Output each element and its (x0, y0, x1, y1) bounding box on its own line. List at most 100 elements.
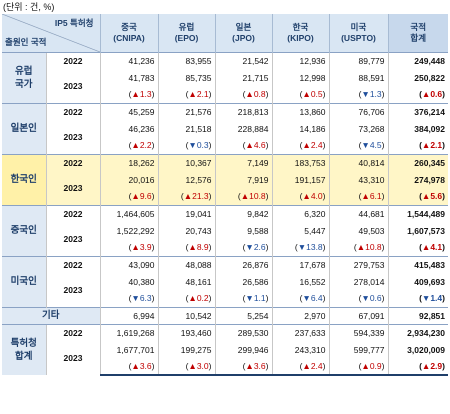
change-arrow-icon: ▼ (361, 293, 370, 304)
change-arrow-icon: ▲ (421, 89, 431, 100)
change-arrow-icon: ▲ (188, 89, 197, 100)
change-value: 0.3 (196, 140, 209, 151)
table-row: 기타 6,994 10,542 5,254 2,970 67,091 92,851 (2, 306, 448, 324)
value-cell: 199,275 (157, 341, 215, 358)
change-cell: (▲3.0) (157, 358, 215, 376)
change-arrow-icon: ▲ (302, 191, 311, 202)
change-cell: (▼1.4) (387, 290, 448, 307)
value-cell: 26,586 (214, 273, 272, 290)
value-cell: 14,186 (271, 120, 329, 137)
change-arrow-icon: ▲ (188, 242, 197, 253)
value-cell: 218,813 (214, 102, 272, 120)
value-cell: 21,518 (157, 120, 215, 137)
year-label: 2022 (45, 255, 100, 273)
corner-bottom-label: 출원인 국적 (5, 36, 47, 47)
value-cell: 13,860 (271, 102, 329, 120)
col-header-kipo: 한국 (KIPO) (271, 14, 329, 52)
value-cell: 594,339 (328, 323, 388, 341)
change-arrow-icon: ▲ (131, 242, 140, 253)
value-cell: 384,092 (387, 120, 448, 137)
change-arrow-icon: ▲ (421, 140, 431, 151)
change-arrow-icon: ▲ (302, 140, 311, 151)
table-row: 2023 41,783 85,735 21,715 12,998 88,591 250,82… (2, 69, 448, 103)
change-value: 5.6 (430, 191, 443, 202)
change-arrow-icon: ▲ (131, 140, 140, 151)
change-cell: (▼6.3) (99, 290, 158, 307)
table-row: (▲9.6) (▲21.3) (▲10.8) (▲4.0) (▲6.1) (▲5.6) (2, 188, 448, 205)
row-group-label: 유럽 국가 (2, 51, 46, 103)
change-value: 0.6 (430, 89, 443, 100)
change-value: 0.6 (369, 293, 382, 304)
value-cell: 1,522,292 (99, 222, 158, 239)
value-cell: 21,715 (214, 69, 272, 86)
change-value: 4.1 (430, 242, 443, 253)
value-cell: 12,998 (271, 69, 329, 86)
value-cell: 228,884 (214, 120, 272, 137)
year-label: 2022 (45, 204, 100, 222)
change-value: 0.2 (196, 293, 209, 304)
change-value: 3.9 (139, 242, 152, 253)
row-group-label: 일본인 (2, 102, 46, 154)
change-arrow-icon: ▼ (297, 242, 307, 253)
change-cell: (▲4.0) (271, 188, 329, 205)
change-cell: (▲8.9) (157, 239, 215, 256)
value-cell: 289,530 (214, 323, 272, 341)
change-arrow-icon: ▲ (421, 361, 431, 371)
change-value: 3.6 (139, 361, 152, 371)
value-cell: 409,693 (387, 273, 448, 290)
value-cell: 44,681 (328, 204, 388, 222)
change-arrow-icon: ▲ (245, 140, 254, 151)
change-value: 1.3 (369, 89, 382, 100)
change-value: 2.9 (430, 361, 443, 371)
col-header-uspto: 미국 (USPTO) (328, 14, 388, 52)
change-value: 6.4 (310, 293, 323, 304)
row-group-label: 한국인 (2, 153, 46, 205)
value-cell: 237,633 (271, 323, 329, 341)
change-arrow-icon: ▼ (361, 140, 370, 151)
value-cell: 21,576 (157, 102, 215, 120)
value-cell: 7,919 (214, 171, 272, 188)
value-cell: 12,936 (271, 51, 329, 69)
table-row: 2023 40,380 48,161 26,586 16,552 278,014 409,6… (2, 273, 448, 307)
table-row: (▲3.9) (▲8.9) (▼2.6) (▼13.8) (▲10.8) (▲4.1) (2, 239, 448, 256)
change-cell: (▲4.6) (214, 137, 272, 154)
change-value: 1.1 (253, 293, 266, 304)
change-cell: (▲2.1) (157, 86, 215, 103)
year-label: 2023 (45, 222, 100, 256)
value-cell: 76,706 (328, 102, 388, 120)
table-row: 2023 1,677,701 199,275 299,946 243,310 599,77… (2, 341, 448, 375)
value-cell: 249,448 (387, 51, 448, 69)
change-value: 0.8 (253, 89, 266, 100)
change-arrow-icon: ▲ (361, 191, 370, 202)
value-cell: 243,310 (271, 341, 329, 358)
table-row: 유럽 국가 2022 41,236 83,955 21,542 12,936 89,779 24… (2, 51, 448, 103)
ip5-application-table: IP5 특허청 출원인 국적 중국 (CNIPA) 유럽 (EPO) 일본 (JPO)… (2, 14, 448, 376)
change-value: 1.3 (139, 89, 152, 100)
value-cell: 89,779 (328, 51, 388, 69)
value-cell: 88,591 (328, 69, 388, 86)
change-cell: (▲5.6) (387, 188, 448, 205)
table-row: (▲2.2) (▼0.3) (▲4.6) (▲2.4) (▼4.5) (▲2.1) (2, 137, 448, 154)
value-cell: 7,149 (214, 153, 272, 171)
col-header-cnipa: 중국 (CNIPA) (99, 14, 158, 52)
value-cell: 45,259 (99, 102, 158, 120)
change-value: 2.6 (253, 242, 266, 253)
value-cell: 260,345 (387, 153, 448, 171)
change-cell: (▲2.9) (387, 358, 448, 376)
year-label: 2022 (45, 102, 100, 120)
year-label: 2022 (45, 323, 100, 341)
value-cell: 48,088 (157, 255, 215, 273)
change-arrow-icon: ▲ (421, 191, 431, 202)
value-cell: 183,753 (271, 153, 329, 171)
change-arrow-icon: ▲ (131, 89, 140, 100)
change-cell: (▼2.6) (214, 239, 272, 256)
value-cell: 40,814 (328, 153, 388, 171)
value-cell: 1,544,489 (387, 204, 448, 222)
value-cell: 20,743 (157, 222, 215, 239)
value-cell: 191,157 (271, 171, 329, 188)
table-row: 특허청 합계 2022 1,619,268 193,460 289,530 237,633 5… (2, 323, 448, 375)
value-cell: 43,310 (328, 171, 388, 188)
change-value: 2.1 (196, 89, 209, 100)
table-row: 한국인 2022 18,262 10,367 7,149 183,753 40,814 260… (2, 153, 448, 205)
year-label: 2023 (45, 120, 100, 154)
